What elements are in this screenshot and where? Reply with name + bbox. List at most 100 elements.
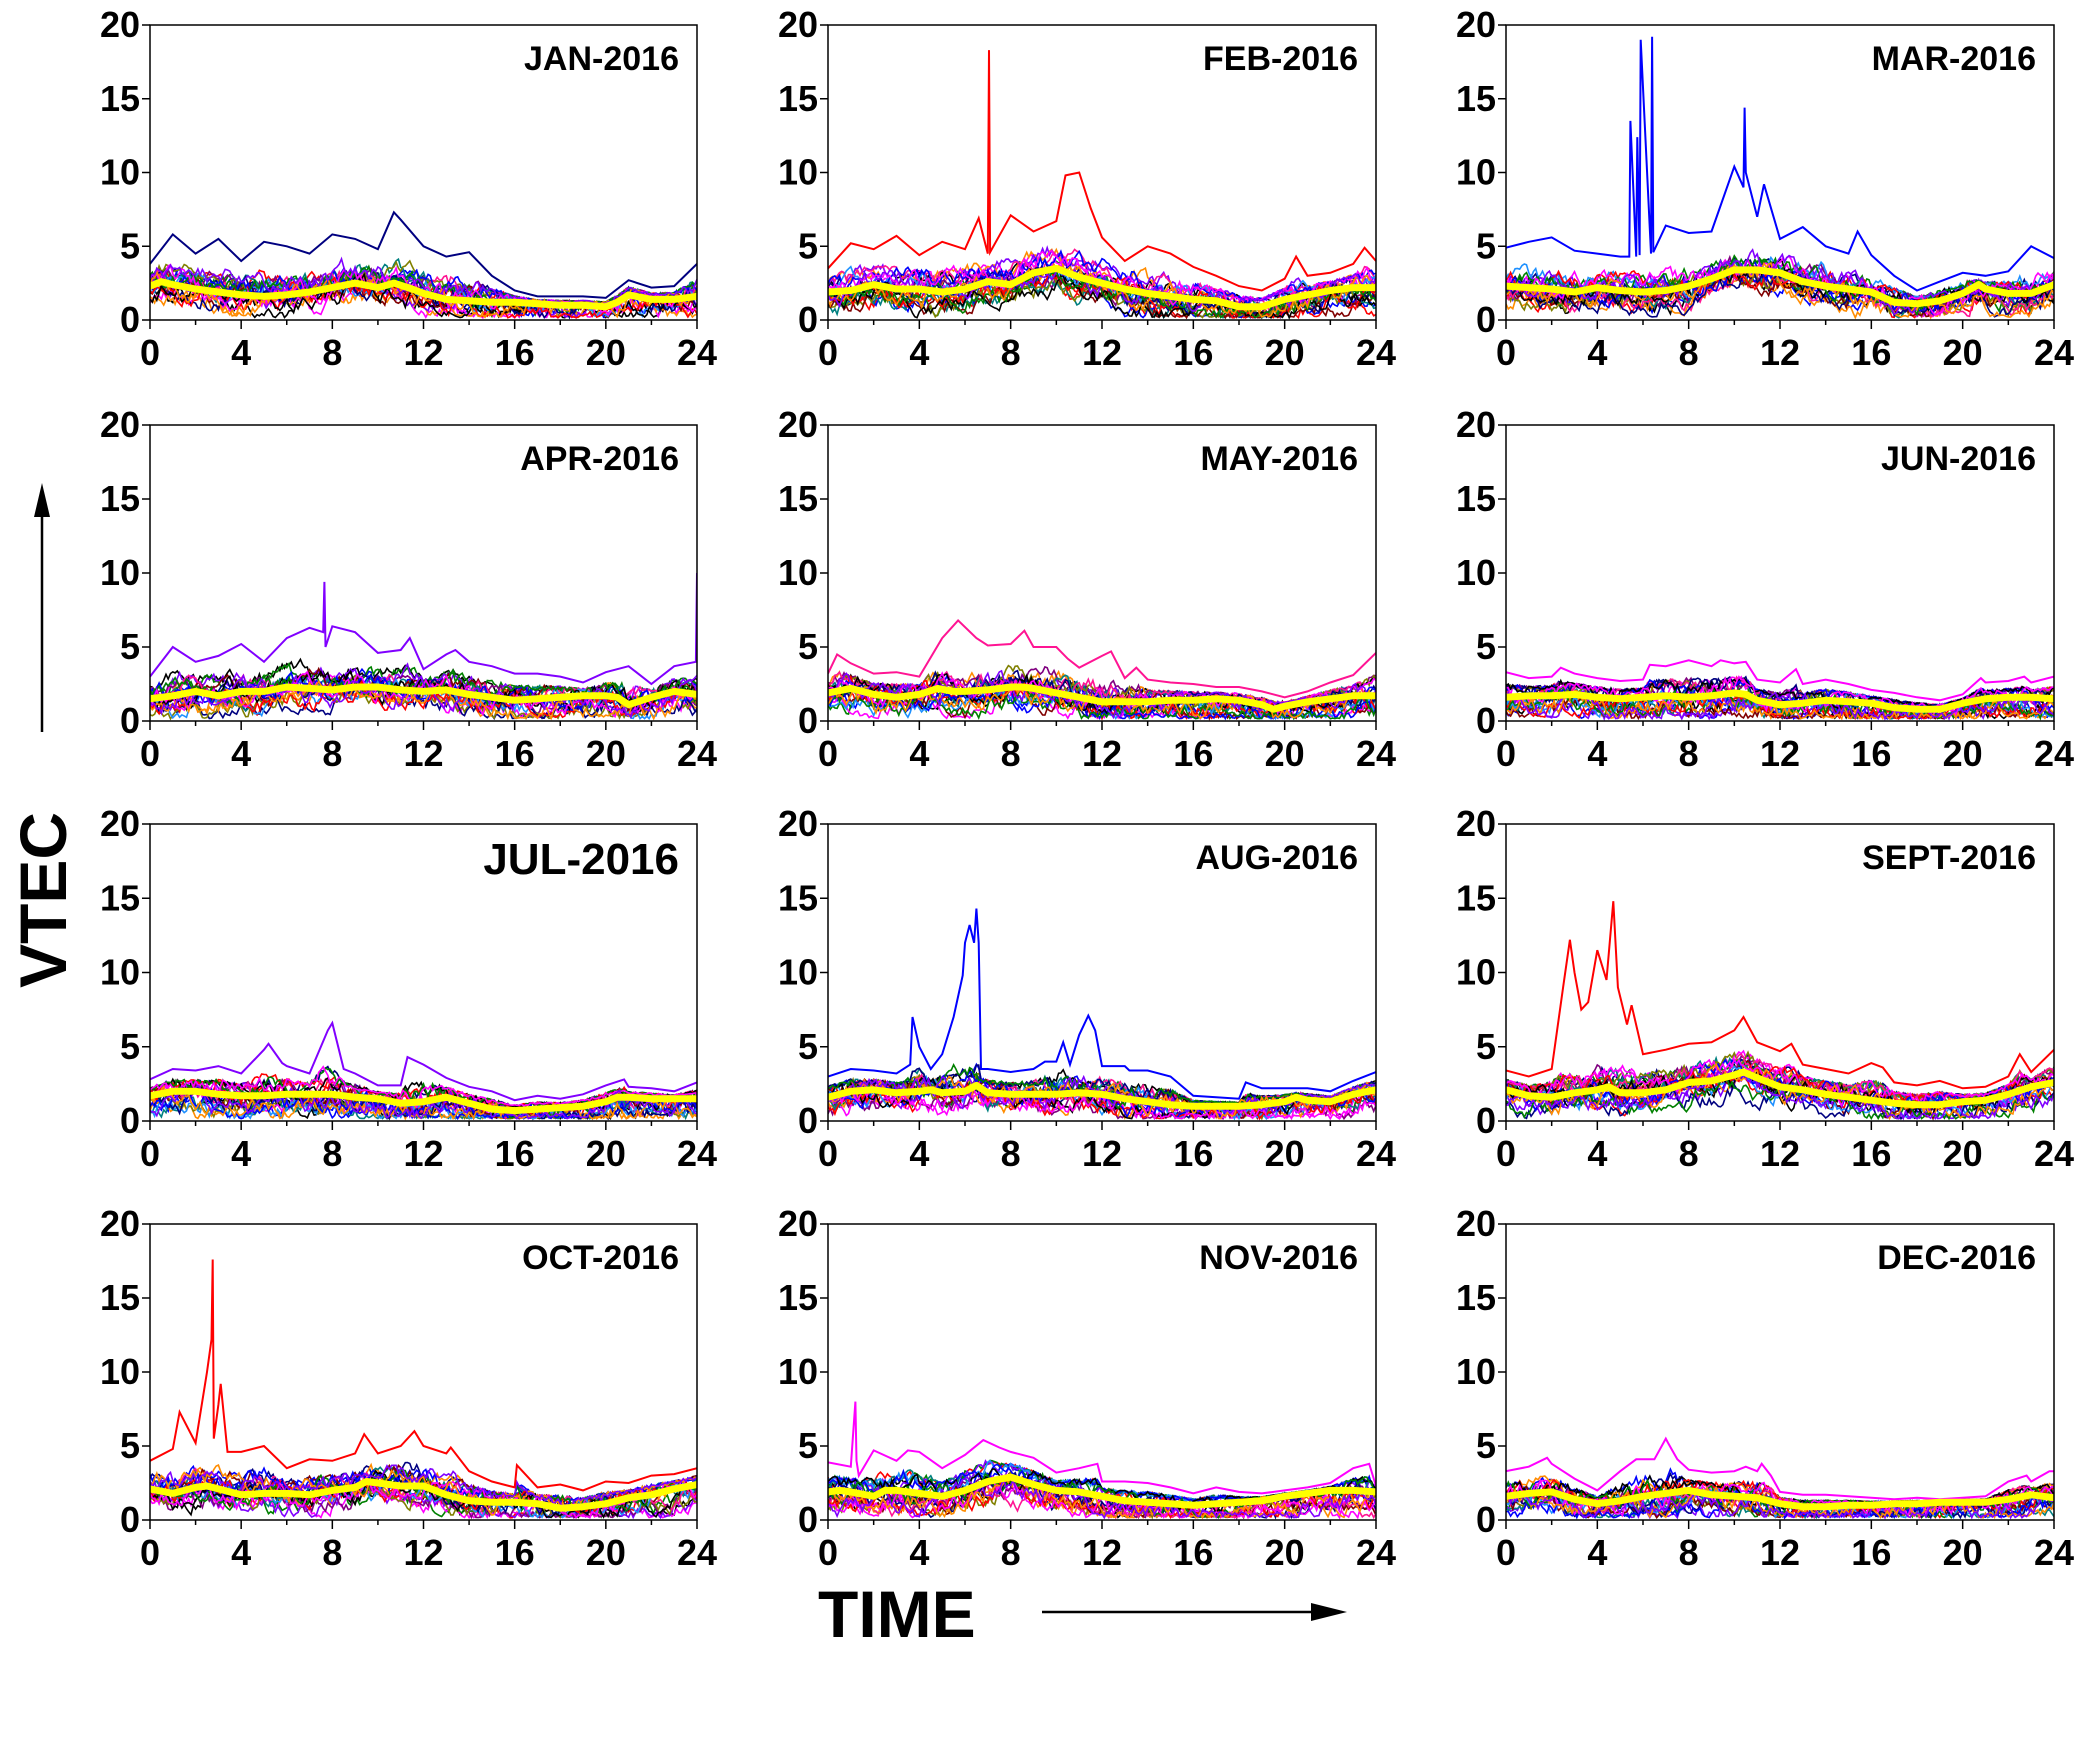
- x-tick-label: 16: [1851, 733, 1891, 774]
- series-daily-envelope: [150, 1020, 697, 1102]
- panel-title: MAR-2016: [1872, 40, 2036, 78]
- x-tick-label: 24: [677, 332, 717, 373]
- series-mean: [150, 1478, 697, 1512]
- x-tick-label: 8: [1679, 332, 1699, 373]
- y-tick-label: 20: [1456, 404, 1496, 445]
- station-traces: [150, 210, 697, 320]
- station-trace: [828, 1475, 1376, 1520]
- x-tick-label: 16: [495, 1532, 535, 1573]
- y-tick-label: 5: [120, 1026, 140, 1067]
- x-tick-label: 0: [1496, 733, 1516, 774]
- station-trace: [1506, 1057, 2054, 1110]
- station-traces: [1506, 1436, 2054, 1520]
- y-tick-label: 5: [120, 626, 140, 667]
- series-daily-envelope: [1506, 36, 2054, 292]
- panel-title: MAY-2016: [1200, 440, 1358, 478]
- y-tick-label: 15: [1456, 877, 1496, 918]
- x-tick-label: 24: [2034, 1532, 2074, 1573]
- y-tick-label: 5: [1476, 1425, 1496, 1466]
- x-tick-label: 12: [1760, 733, 1800, 774]
- x-tick-label: 4: [1587, 1532, 1607, 1573]
- x-tick-label: 8: [1679, 1532, 1699, 1573]
- x-tick-label: 16: [1851, 1133, 1891, 1174]
- y-tick-label: 20: [1456, 4, 1496, 45]
- y-tick-label: 10: [1456, 552, 1496, 593]
- x-tick-label: 24: [1356, 1532, 1396, 1573]
- x-tick-label: 12: [1082, 1133, 1122, 1174]
- station-trace: [828, 682, 1376, 720]
- station-traces: [150, 1020, 697, 1121]
- y-tick-label: 5: [120, 225, 140, 266]
- station-traces: [1506, 36, 2054, 320]
- x-tick-label: 4: [909, 1532, 929, 1573]
- x-tick-label: 0: [818, 733, 838, 774]
- x-tick-label: 0: [818, 332, 838, 373]
- y-tick-label: 15: [1456, 478, 1496, 519]
- x-tick-label: 16: [1851, 1532, 1891, 1573]
- series-mean: [828, 1081, 1376, 1110]
- y-tick-label: 0: [1476, 299, 1496, 340]
- station-traces: [150, 1259, 697, 1520]
- x-tick-label: 4: [1587, 332, 1607, 373]
- y-tick-label: 15: [100, 1277, 140, 1318]
- x-tick-label: 0: [140, 1532, 160, 1573]
- x-tick-label: 8: [322, 733, 342, 774]
- panel-oct-2016: 0 5 10 15 20 0 4 8 12 16 20 24 OCT-2016: [100, 1203, 717, 1573]
- series-daily-envelope: [150, 210, 697, 299]
- x-tick-label: 16: [1173, 733, 1213, 774]
- station-trace: [150, 680, 697, 721]
- series-daily-envelope: [150, 1259, 697, 1492]
- y-tick-label: 15: [778, 478, 818, 519]
- y-tick-label: 15: [100, 478, 140, 519]
- station-trace: [1506, 255, 2054, 317]
- series-mean: [1506, 689, 2054, 713]
- panel-title: OCT-2016: [522, 1239, 679, 1277]
- y-tick-label: 15: [100, 877, 140, 918]
- y-tick-label: 15: [778, 877, 818, 918]
- series-mean: [828, 1473, 1376, 1509]
- panel-title: NOV-2016: [1199, 1239, 1358, 1277]
- panel-feb-2016: 0 5 10 15 20 0 4 8 12 16 20 24 FEB-2016: [778, 4, 1396, 373]
- y-tick-label: 10: [1456, 1351, 1496, 1392]
- x-tick-label: 20: [586, 733, 626, 774]
- panel-title: FEB-2016: [1203, 40, 1358, 78]
- panel-title: JAN-2016: [524, 40, 679, 78]
- station-trace: [150, 673, 697, 719]
- x-tick-label: 4: [231, 1532, 251, 1573]
- series-daily-envelope: [828, 908, 1376, 1100]
- x-tick-label: 24: [677, 1133, 717, 1174]
- station-traces: [828, 1401, 1376, 1520]
- station-trace: [150, 1065, 697, 1110]
- y-tick-label: 20: [778, 1203, 818, 1244]
- x-tick-label: 4: [1587, 1133, 1607, 1174]
- x-tick-label: 8: [1001, 1532, 1021, 1573]
- x-tick-label: 12: [1760, 1133, 1800, 1174]
- panel-sept-2016: 0 5 10 15 20 0 4 8 12 16 20 24 SEPT-2016: [1456, 803, 2074, 1174]
- x-tick-label: 16: [1173, 1133, 1213, 1174]
- panel-nov-2016: 0 5 10 15 20 0 4 8 12 16 20 24 NOV-2016: [778, 1203, 1396, 1573]
- x-tick-label: 20: [1265, 1532, 1305, 1573]
- station-trace: [1506, 1068, 2054, 1121]
- x-tick-label: 0: [1496, 1532, 1516, 1573]
- x-tick-label: 20: [1943, 332, 1983, 373]
- panel-dec-2016: 0 5 10 15 20 0 4 8 12 16 20 24 DEC-2016: [1456, 1203, 2074, 1573]
- series-mean: [150, 278, 697, 311]
- station-trace: [150, 1476, 697, 1519]
- y-tick-label: 0: [798, 1100, 818, 1141]
- panel-title: DEC-2016: [1877, 1239, 2036, 1277]
- x-tick-label: 12: [1760, 332, 1800, 373]
- x-tick-label: 4: [1587, 733, 1607, 774]
- y-tick-label: 5: [1476, 225, 1496, 266]
- x-tick-label: 16: [495, 332, 535, 373]
- y-tick-label: 0: [120, 700, 140, 741]
- y-tick-label: 5: [1476, 1026, 1496, 1067]
- panel-title: APR-2016: [520, 440, 679, 478]
- x-tick-label: 0: [140, 332, 160, 373]
- x-tick-label: 20: [586, 332, 626, 373]
- x-tick-label: 4: [909, 733, 929, 774]
- panel-title: AUG-2016: [1195, 839, 1358, 877]
- x-tick-label: 20: [1943, 1133, 1983, 1174]
- x-tick-label: 20: [586, 1133, 626, 1174]
